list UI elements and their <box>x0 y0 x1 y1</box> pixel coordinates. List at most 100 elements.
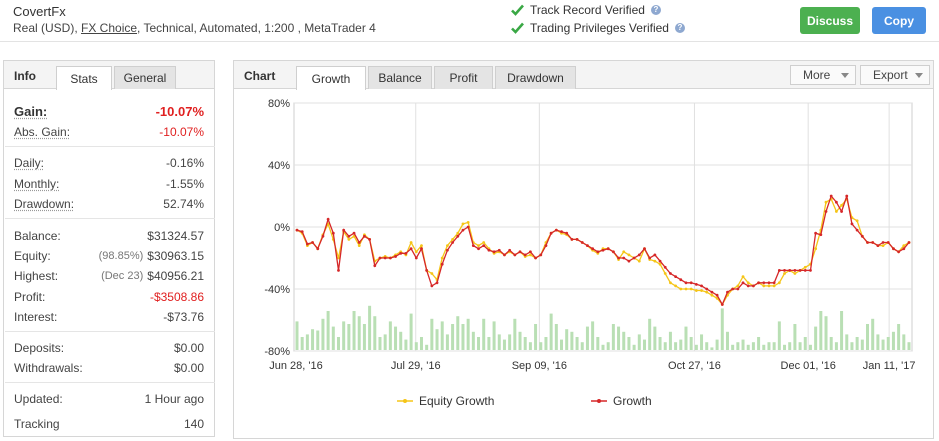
volume-bar <box>508 334 512 350</box>
volume-bar <box>456 316 460 350</box>
series-point <box>456 231 460 235</box>
volume-bar <box>777 321 781 350</box>
series-point <box>819 233 823 237</box>
series-point <box>342 228 346 232</box>
tab-growth[interactable]: Growth <box>296 66 366 90</box>
series-point <box>404 251 408 255</box>
volume-bar <box>907 342 911 350</box>
series-point <box>798 269 802 272</box>
volume-bar <box>715 339 719 350</box>
series-point <box>420 247 423 251</box>
volume-bar <box>461 324 465 350</box>
volume-bar <box>585 326 589 350</box>
highest-label: Highest: <box>14 269 59 283</box>
volume-bar <box>502 339 506 350</box>
legend-entry: Equity Growth <box>419 394 494 408</box>
interest-row: Interest: -$73.76 <box>14 308 204 326</box>
volume-bar <box>840 311 844 350</box>
tab-general[interactable]: General <box>114 66 176 89</box>
volume-bar <box>897 324 901 350</box>
y-tick-label: -40% <box>264 284 290 296</box>
volume-bar <box>860 339 864 350</box>
volume-bar <box>523 337 527 350</box>
series-point <box>850 222 854 226</box>
series-point <box>347 238 351 241</box>
volume-bar <box>601 344 605 350</box>
help-icon[interactable]: ? <box>650 5 661 15</box>
volume-bar <box>580 342 584 350</box>
volume-bar <box>814 326 818 350</box>
series-point <box>586 244 589 248</box>
x-tick-label: Jan 11, '17 <box>863 360 916 372</box>
series-point <box>627 253 631 257</box>
volume-bar <box>321 318 325 350</box>
series-point <box>305 242 309 246</box>
tab-stats[interactable]: Stats <box>56 66 112 90</box>
volume-bar <box>518 331 522 350</box>
tab-balance[interactable]: Balance <box>368 66 432 89</box>
series-point <box>705 290 709 294</box>
more-dropdown[interactable]: More <box>790 65 856 85</box>
chevron-down-icon <box>841 73 849 78</box>
volume-bar <box>876 334 880 350</box>
account-name: CovertFx <box>13 4 66 19</box>
volume-bar <box>637 334 641 350</box>
drawdown-row: Drawdown: 52.74% <box>14 195 204 213</box>
volume-bar <box>891 331 895 350</box>
help-icon[interactable]: ? <box>674 23 685 33</box>
series-point <box>492 250 496 254</box>
series-point <box>663 272 667 275</box>
daily-value: -0.16% <box>165 156 204 170</box>
series-point <box>373 264 377 268</box>
series-point <box>860 234 864 238</box>
volume-bar <box>674 342 678 350</box>
series-point <box>352 231 356 235</box>
volume-bar <box>305 334 309 350</box>
series-point <box>793 272 797 275</box>
series-point <box>430 284 434 288</box>
divider <box>5 218 215 219</box>
volume-bar <box>414 342 418 350</box>
volume-bar <box>357 316 361 350</box>
broker-link[interactable]: FX Choice <box>81 21 138 35</box>
series-point <box>757 281 760 285</box>
series-point <box>456 234 460 238</box>
y-tick-label: 0% <box>274 222 290 234</box>
volume-bar <box>368 305 372 350</box>
volume-bar <box>399 331 403 350</box>
series-point <box>295 228 299 232</box>
export-dropdown[interactable]: Export <box>860 65 930 85</box>
series-point <box>383 256 387 260</box>
volume-bar <box>653 326 657 350</box>
interest-label: Interest: <box>14 310 58 324</box>
series-point <box>803 265 807 269</box>
volume-bar <box>700 334 704 350</box>
volume-bar <box>419 337 423 350</box>
drawdown-value: 52.74% <box>163 197 204 211</box>
abs-gain-row: Abs. Gain: -10.07% <box>14 123 204 141</box>
profit-label: Profit: <box>14 290 46 304</box>
volume-bar <box>471 331 475 350</box>
series-point <box>663 265 667 269</box>
series-point <box>617 256 620 260</box>
tab-profit[interactable]: Profit <box>434 66 493 89</box>
series-point <box>814 231 818 235</box>
series-point <box>378 256 382 260</box>
volume-bar <box>866 324 870 350</box>
check-icon <box>511 4 524 16</box>
discuss-button[interactable]: Discuss <box>800 7 860 34</box>
volume-bar <box>528 342 532 350</box>
series-point <box>611 250 615 254</box>
series-point <box>694 282 698 286</box>
info-title: Info <box>14 69 36 83</box>
x-tick-label: Sep 09, '16 <box>512 360 567 372</box>
series-point <box>767 284 771 288</box>
tab-drawdown[interactable]: Drawdown <box>495 66 576 89</box>
series-point <box>637 253 641 257</box>
copy-button[interactable]: Copy <box>872 7 926 34</box>
series-point <box>477 244 480 248</box>
volume-bar <box>783 344 787 350</box>
series-point <box>347 234 351 238</box>
series-point <box>632 256 636 260</box>
series-point <box>855 219 859 223</box>
